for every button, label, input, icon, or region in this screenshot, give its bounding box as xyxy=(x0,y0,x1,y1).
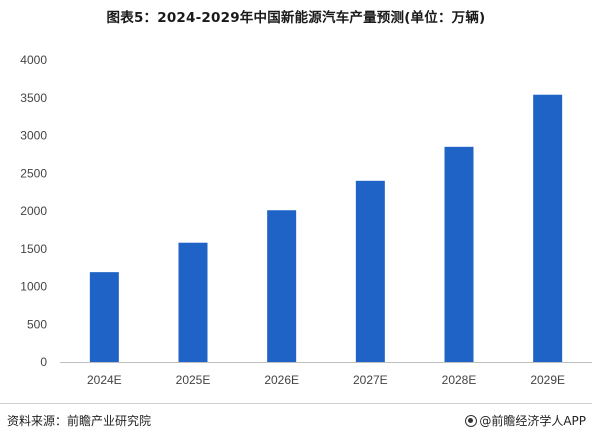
y-tick-label: 4000 xyxy=(20,53,47,67)
source-note: 资料来源：前瞻产业研究院 xyxy=(7,414,152,428)
x-tick-label: 2024E xyxy=(87,373,122,387)
bar-2024E xyxy=(89,272,119,362)
brand-logo-icon xyxy=(465,414,478,427)
y-tick-label: 1000 xyxy=(20,280,47,294)
bar-2029E xyxy=(533,94,563,362)
y-tick-label: 2000 xyxy=(20,204,47,218)
x-tick-label: 2026E xyxy=(264,373,299,387)
bar-2025E xyxy=(178,242,208,362)
x-axis-ticks: 2024E 2025E 2026E 2027E 2028E 2029E xyxy=(87,373,565,387)
x-tick-label: 2029E xyxy=(530,373,565,387)
chart-title: 图表5：2024-2029年中国新能源汽车产量预测(单位：万辆) xyxy=(106,10,486,26)
y-tick-label: 3000 xyxy=(20,129,47,143)
y-axis-ticks: 0 500 1000 1500 2000 2500 3000 3500 4000 xyxy=(20,53,47,369)
y-tick-label: 500 xyxy=(27,317,47,331)
footer-divider xyxy=(0,403,592,404)
y-tick-label: 0 xyxy=(40,355,47,369)
bar-2027E xyxy=(355,180,385,362)
app-credit-text: @前瞻经济学人APP xyxy=(479,414,586,428)
bar-2026E xyxy=(267,210,297,362)
bar-2028E xyxy=(444,146,474,362)
app-credit: @前瞻经济学人APP xyxy=(465,412,586,429)
x-tick-label: 2027E xyxy=(353,373,388,387)
y-tick-label: 2500 xyxy=(20,166,47,180)
x-tick-label: 2025E xyxy=(176,373,211,387)
x-tick-label: 2028E xyxy=(442,373,477,387)
bars xyxy=(89,94,563,362)
y-tick-label: 1500 xyxy=(20,242,47,256)
y-tick-label: 3500 xyxy=(20,91,47,105)
